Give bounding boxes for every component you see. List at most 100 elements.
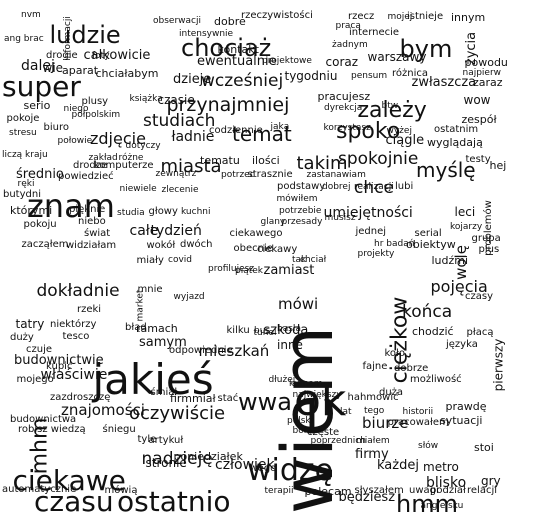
word-tesco: tesco [62,331,90,342]
word-pokoju: pokoju [23,219,57,230]
word-tak: tak [292,254,307,265]
word-rzecz: rzecz [348,11,375,22]
word-biuro: biuro [43,122,69,133]
word-jakies: jakieś [92,355,214,404]
word-mialy: miały [136,255,164,266]
word-mojej: mojej [387,11,413,22]
word-spokojnie: spokojnie [338,148,419,169]
word-zdjecie: zdjęcie [90,129,146,148]
word-mowilem: mówiłem [276,193,318,204]
word-wwa: wwa [238,388,292,416]
word-jednej: jednej [355,226,387,237]
word-stoi: stoi [474,440,494,454]
word-ktorymi: którymi [10,203,53,217]
word-studiach: studiach [143,110,216,131]
word-zamiast: zamiast [263,262,315,278]
word-wow: wow [463,93,491,107]
word-najpierw: najpierw [462,67,502,78]
word-niego: niego [63,103,89,114]
word-butydni: butydni [3,189,41,200]
word-podzial: podział [430,485,466,496]
word-firmy: firmy [355,446,389,462]
word-internecie: internecie [349,27,400,38]
word-zazdroszcze: zazdroszczę [50,392,111,403]
word-biurze: biurze [362,413,409,432]
word-bola: bolą [292,425,312,436]
word-dotyczy: dotyczy [125,140,161,151]
word-blisko: blisko [426,475,467,491]
word-kontakt: kontakt [217,42,259,56]
word-placa: płacą [466,327,494,338]
word-ksiazka: książka [129,93,163,104]
word-podstawy: podstawy [277,181,326,192]
word-relacji: relacji [467,485,498,496]
word-zastanawiam: zastanawiam [306,169,366,180]
word-stac: stać [217,393,239,404]
word-konca: końca [402,301,453,322]
word-btw: btw [381,100,399,111]
word-sniegu: śniegu [102,424,136,435]
word-plus: plus [478,244,500,255]
word-drogie: drogie [46,50,78,61]
word-praca: pracą [335,20,361,31]
word-reki: ręki [17,178,35,189]
word-pensum: pensum [351,70,388,81]
word-leci: leci [454,205,476,219]
word-znam: znam [27,187,115,225]
word-mnie: mnie [137,284,163,295]
word-zespol: zespół [461,112,497,126]
word-czuje: czuje [26,344,53,355]
word-dobre: dobre [214,14,246,28]
word-kupic: kupić [46,361,73,372]
word-informacji: informacji [62,15,73,61]
word-komputerze: komputerze [94,160,154,171]
word-mojego: mojego [16,374,54,385]
word-plusy: plusy [81,96,109,107]
word-historii: historii [402,406,434,417]
word-polecam: polecam [304,484,352,498]
word-najwiekszy: największy [292,389,342,400]
word-dalej: dalej [21,58,55,74]
word-czasy: czasy [465,291,494,302]
word-polowie: połowie [57,135,93,146]
word-testy: testy [465,154,491,165]
word-widze: widzę [247,453,334,488]
word-tematu: tematu [200,153,240,167]
word-innym: innym [451,10,486,24]
word-zalezy: zależy [357,98,427,123]
word-nvm: nvm [21,9,41,20]
word-glany: glany [260,216,286,227]
word-mieszkan: mieszkań [198,341,270,360]
word-dobrze: dobrze [394,363,429,374]
word-angielsku: angielsku [420,500,464,511]
word-bedziesz: będziesz [338,489,396,505]
word-zwlaszcza: zwłaszcza [411,74,477,90]
word-spoko: spoko [336,119,401,144]
word-temat: temat [232,122,292,146]
word-kazdej: każdej [377,457,419,473]
word-nadzieje: nadzieję [141,448,213,469]
word-mowia: mówią [104,485,138,496]
word-tego: tego [364,405,385,416]
word-ludzmi: ludźmi [431,253,469,267]
word-powiedziec: powiedzieć [58,171,114,182]
word-ilosci: ilości [252,153,280,167]
word-roznica: różnica [392,68,429,79]
word-studia: studia [117,207,145,218]
word-znajomosci: znajomości [61,400,145,419]
word-pietek: piątek [235,265,264,276]
word-bym: bym [399,35,453,63]
word-miasta: miasta [160,156,222,177]
word-wlasciwie: właściwie [40,367,108,383]
word-uwagi: uwagi [409,485,439,496]
word-artykul: artykuł [148,435,184,446]
word-wyzej: wyżej [386,125,412,136]
word-intensywnie: intensywnie [179,28,234,39]
word-musisz: musisz [324,212,356,223]
word-powodu: powodu [464,55,508,69]
word-ciekawego: ciekawego [229,228,283,239]
word-wego: wego [249,463,277,474]
word-dyrekcja: dyrekcja [324,102,363,113]
word-super: super [2,70,81,103]
word-ladnie: ładnie [171,129,215,145]
